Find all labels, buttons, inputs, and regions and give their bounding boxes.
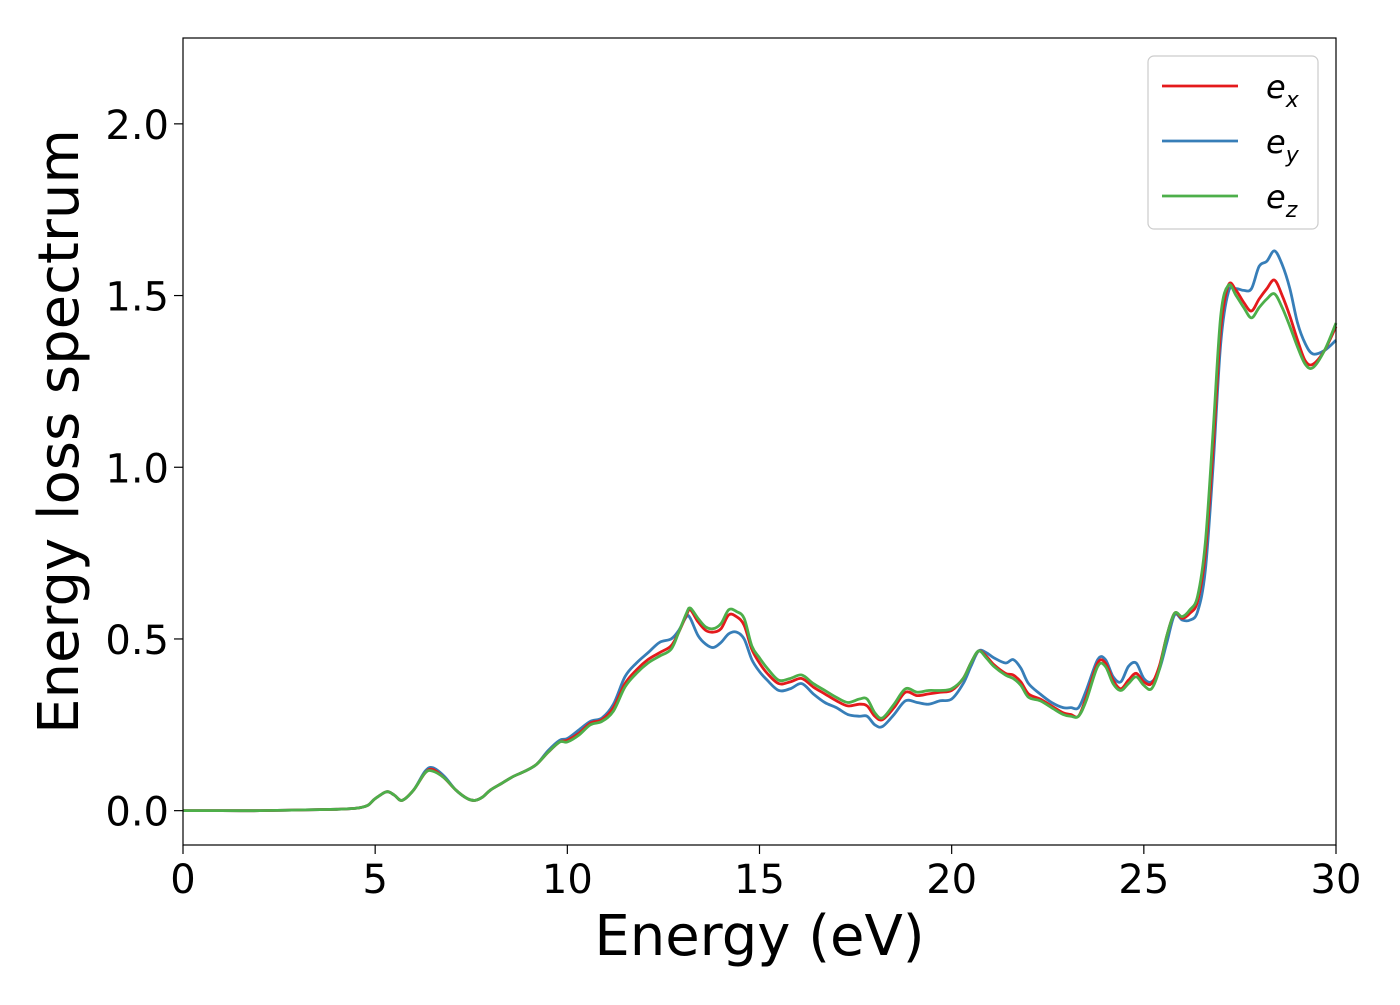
- x-tick-label: 30: [1311, 857, 1362, 903]
- x-tick-label: 5: [362, 857, 387, 903]
- series-line-e-x: [183, 278, 1338, 813]
- series-line-e-y: [183, 249, 1337, 813]
- x-tick-label: 20: [926, 857, 977, 903]
- series-line-e-z: [183, 283, 1338, 813]
- y-tick-label: 1.5: [105, 275, 169, 321]
- legend-box: [1147, 55, 1319, 230]
- legend-label-subscript: y: [1285, 143, 1300, 168]
- x-tick-label: 0: [170, 857, 195, 903]
- x-tick-label: 25: [1118, 857, 1169, 903]
- y-axis-title: Energy loss spectrum: [27, 129, 92, 734]
- legend-label-subscript: z: [1285, 198, 1298, 223]
- legend-label-base: e: [1266, 178, 1286, 216]
- legend-label: ex: [1266, 68, 1300, 113]
- legend-label: ez: [1266, 178, 1298, 223]
- y-tick-label: 0.5: [105, 618, 169, 664]
- y-tick-label: 2.0: [105, 103, 169, 149]
- series-layer: [183, 249, 1338, 813]
- legend-label-subscript: x: [1285, 88, 1300, 113]
- y-axis-ticks: 0.0 0.5 1.0 1.5 2.0: [105, 103, 183, 836]
- legend-label-base: e: [1266, 68, 1286, 106]
- x-tick-label: 15: [734, 857, 785, 903]
- x-axis-ticks: 0 5 10 15 20 25 30: [170, 845, 1361, 903]
- plot-frame: [182, 37, 1337, 846]
- x-tick-label: 10: [542, 857, 593, 903]
- y-tick-label: 1.0: [105, 446, 169, 492]
- legend-label: ey: [1266, 123, 1300, 168]
- legend-label-base: e: [1266, 123, 1286, 161]
- x-axis-title: Energy (eV): [594, 904, 924, 969]
- y-tick-label: 0.0: [105, 790, 169, 836]
